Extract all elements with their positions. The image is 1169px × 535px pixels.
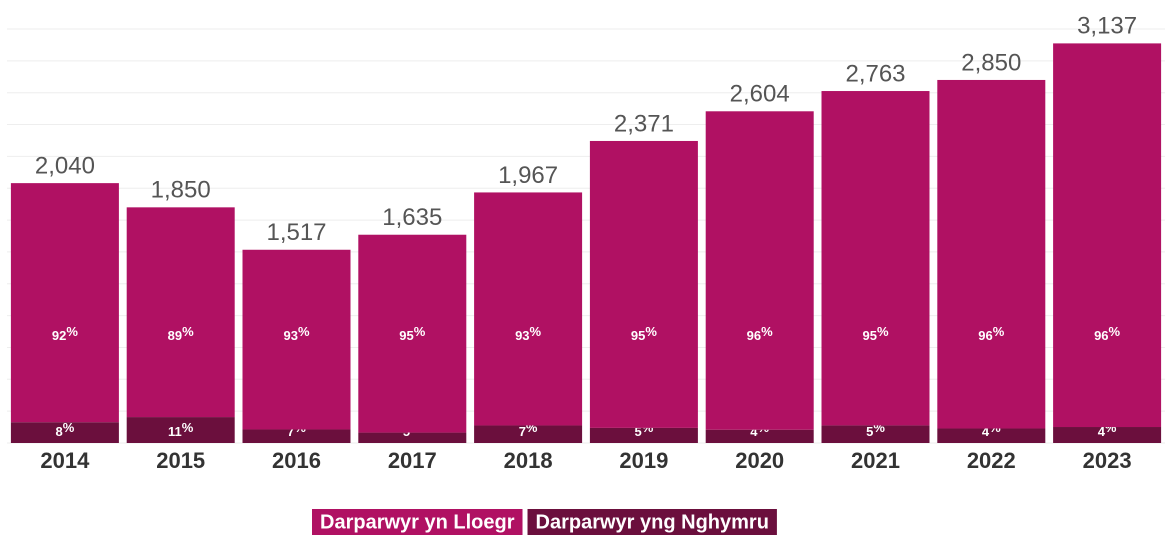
x-tick-label: 2022 (967, 448, 1016, 473)
x-tick-label: 2016 (272, 448, 321, 473)
segment-unit: % (298, 324, 310, 339)
legend-item: Darparwyr yng Nghymru (527, 509, 777, 535)
bar-segment (126, 207, 235, 418)
segment-value: 96 (978, 328, 992, 343)
total-label: 2,371 (614, 110, 674, 137)
bar-segment (821, 91, 930, 426)
bar-segment (1053, 427, 1162, 443)
segment-value: 7 (287, 424, 294, 439)
segment-unit: % (761, 324, 773, 339)
segment-value: 4 (982, 424, 990, 439)
segment-value: 4 (1098, 424, 1106, 439)
bar-segment (10, 183, 119, 423)
bar-segment (1053, 43, 1162, 428)
segment-value: 95 (399, 328, 413, 343)
bar-segment (589, 427, 698, 443)
segment-label: 92% (52, 324, 78, 343)
segment-unit: % (63, 420, 75, 435)
segment-unit: % (414, 324, 426, 339)
segment-label: 93% (515, 324, 541, 343)
segment-value: 96 (1094, 328, 1108, 343)
bar-segment (126, 417, 235, 443)
segment-value: 11 (168, 424, 182, 439)
total-label: 3,137 (1077, 13, 1137, 40)
bar-segment (474, 192, 583, 426)
segment-label: 96% (1094, 324, 1120, 343)
segment-unit: % (877, 324, 889, 339)
segment-value: 92 (52, 328, 66, 343)
total-label: 2,850 (961, 49, 1021, 76)
segment-value: 93 (515, 328, 529, 343)
legend-item: Darparwyr yn Lloegr (312, 509, 523, 535)
segment-label: 93% (283, 324, 309, 343)
segment-unit: % (182, 324, 194, 339)
segment-unit: % (645, 324, 657, 339)
total-label: 2,040 (35, 152, 95, 179)
x-tick-label: 2023 (1083, 448, 1132, 473)
x-tick-label: 2017 (388, 448, 437, 473)
bar-segment (705, 111, 814, 430)
total-label: 2,763 (845, 60, 905, 87)
x-tick-label: 2019 (619, 448, 668, 473)
segment-label: 11% (168, 420, 194, 439)
bar-segment (937, 79, 1046, 429)
bar-segment (705, 429, 814, 443)
segment-unit: % (530, 324, 542, 339)
bar-segment (474, 425, 583, 443)
total-label: 1,517 (266, 219, 326, 246)
segment-value: 95 (862, 328, 876, 343)
segment-value: 8 (56, 424, 63, 439)
x-tick-label: 2018 (504, 448, 553, 473)
segment-value: 4 (750, 424, 758, 439)
x-tick-label: 2021 (851, 448, 900, 473)
segment-unit: % (66, 324, 78, 339)
x-tick-label: 2015 (156, 448, 205, 473)
total-label: 1,967 (498, 162, 558, 189)
bar-segment (589, 140, 698, 428)
segment-value: 96 (747, 328, 761, 343)
legend-label: Darparwyr yng Nghymru (536, 511, 769, 533)
segment-label: 8% (56, 420, 75, 439)
bar-segment (358, 432, 467, 443)
segment-label: 96% (978, 324, 1004, 343)
segment-value: 89 (168, 328, 182, 343)
legend-label: Darparwyr yn Lloegr (320, 511, 515, 533)
segment-unit: % (1109, 324, 1121, 339)
total-label: 2,604 (730, 81, 790, 108)
segment-value: 93 (283, 328, 297, 343)
legend-swatch (312, 509, 523, 535)
segment-label: 89% (168, 324, 194, 343)
segment-label: 95% (862, 324, 888, 343)
total-label: 1,635 (382, 204, 442, 231)
segment-value: 95 (631, 328, 645, 343)
legend-swatch (527, 509, 777, 535)
bar-segment (821, 425, 930, 443)
bar-segment (242, 429, 351, 443)
segment-label: 96% (747, 324, 773, 343)
segment-label: 95% (631, 324, 657, 343)
segment-unit: % (182, 420, 194, 435)
bar-segment (358, 234, 467, 433)
x-tick-label: 2020 (735, 448, 784, 473)
total-label: 1,850 (151, 177, 211, 204)
bar-segment (937, 428, 1046, 443)
segment-value: 5 (866, 424, 873, 439)
bar-segment (10, 422, 119, 443)
segment-label: 95% (399, 324, 425, 343)
segment-value: 7 (519, 424, 526, 439)
segment-value: 5 (635, 424, 642, 439)
bar-segment (242, 249, 351, 430)
segment-unit: % (993, 324, 1005, 339)
x-tick-label: 2014 (40, 448, 90, 473)
